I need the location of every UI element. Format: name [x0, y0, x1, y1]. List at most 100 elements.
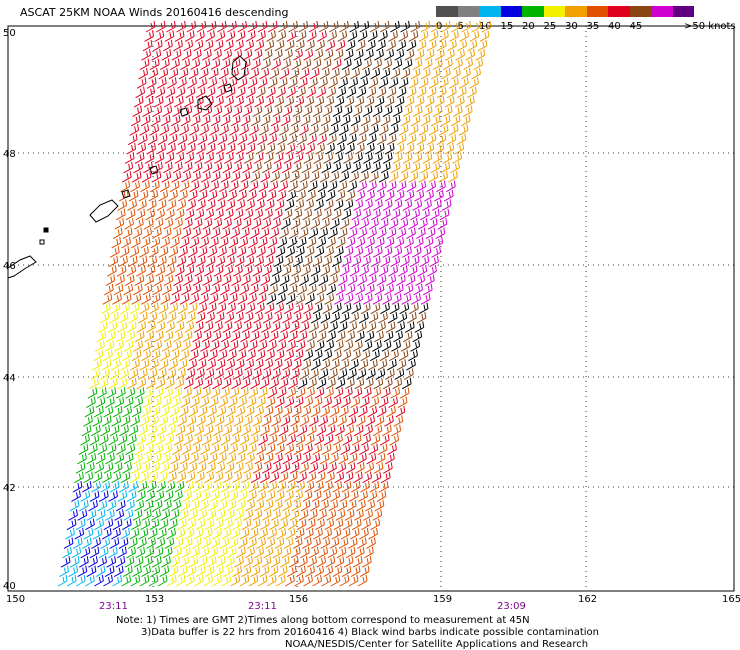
wind-barb — [163, 39, 173, 52]
wind-barb — [155, 321, 166, 333]
pass-time-label: 23:11 — [99, 601, 128, 612]
wind-barb — [293, 396, 304, 409]
wind-barb — [395, 321, 406, 333]
wind-barb — [224, 96, 234, 108]
wind-barb — [265, 396, 276, 409]
wind-barb — [192, 434, 203, 446]
wind-barb — [394, 236, 405, 249]
wind-barb — [334, 96, 345, 108]
wind-barb — [165, 86, 176, 99]
wind-barb — [204, 471, 215, 484]
wind-barb — [339, 171, 350, 183]
wind-barb — [182, 218, 193, 230]
wind-barb — [296, 30, 307, 42]
wind-barb — [414, 189, 425, 202]
wind-barb — [348, 574, 359, 587]
wind-barb — [335, 424, 345, 437]
wind-barb — [283, 537, 294, 549]
wind-barb — [388, 77, 399, 89]
wind-barb — [405, 274, 416, 286]
wind-barb — [262, 312, 273, 324]
wind-barb — [430, 67, 441, 80]
wind-barb — [152, 283, 163, 296]
wind-barb — [199, 124, 209, 136]
wind-barb — [85, 574, 95, 587]
wind-barb — [398, 349, 409, 362]
wind-barb — [308, 20, 319, 33]
wind-barb — [233, 265, 243, 277]
wind-barb — [200, 227, 211, 240]
wind-barb — [340, 114, 351, 127]
wind-barb — [207, 349, 218, 362]
wind-barb — [248, 481, 259, 493]
wind-barb — [333, 518, 344, 531]
wind-barb — [202, 527, 213, 540]
wind-barb — [125, 499, 135, 512]
wind-barb — [146, 142, 156, 155]
wind-barb — [179, 349, 190, 362]
wind-barb — [164, 434, 175, 446]
wind-barb — [299, 321, 310, 333]
wind-barb — [277, 236, 288, 249]
wind-barb — [386, 227, 397, 240]
wind-barb — [406, 86, 417, 99]
wind-barb — [276, 293, 286, 305]
wind-barb — [189, 124, 199, 136]
wind-barb — [187, 133, 198, 146]
wind-barb — [137, 424, 148, 437]
wind-barb — [197, 246, 208, 258]
wind-barb — [387, 443, 397, 455]
wind-barb — [228, 180, 239, 193]
wind-barb — [208, 499, 219, 512]
wind-barb — [78, 499, 89, 512]
wind-barb — [325, 424, 336, 437]
lat-label: 44 — [3, 373, 16, 384]
wind-barb — [389, 349, 399, 362]
wind-barb — [306, 189, 316, 202]
wind-barb — [373, 462, 384, 474]
wind-barb — [136, 321, 147, 333]
wind-barb — [253, 208, 264, 221]
wind-barb — [309, 321, 319, 333]
wind-barb — [176, 199, 187, 211]
wind-barb — [208, 546, 219, 559]
wind-barb — [148, 67, 159, 80]
wind-barb — [280, 171, 290, 183]
wind-barb — [183, 377, 194, 390]
wind-barb — [248, 236, 258, 249]
wind-barb — [113, 565, 124, 578]
wind-barb — [230, 527, 241, 540]
wind-barb — [258, 481, 268, 493]
wind-barb — [191, 490, 202, 502]
wind-barb — [280, 462, 291, 474]
wind-barb — [374, 142, 385, 155]
wind-barb — [321, 574, 332, 587]
wind-barb — [391, 424, 402, 437]
wind-barb — [306, 424, 317, 437]
wind-barb — [284, 349, 294, 362]
wind-barb — [138, 67, 149, 80]
wind-barb — [316, 424, 327, 437]
wind-barb — [313, 527, 323, 540]
wind-barb — [198, 67, 209, 80]
wind-barb — [446, 86, 457, 99]
wind-barb — [111, 236, 122, 249]
wind-barb — [103, 283, 114, 296]
wind-barb — [412, 105, 423, 117]
wind-barb — [151, 509, 161, 521]
wind-barb — [179, 124, 189, 136]
wind-barb — [257, 20, 268, 33]
wind-barb — [300, 114, 311, 127]
wind-barb — [415, 227, 426, 240]
wind-barb — [201, 330, 212, 343]
wind-barb — [130, 114, 141, 127]
wind-barb — [335, 377, 346, 390]
wind-barb — [164, 377, 175, 390]
wind-barb — [376, 490, 387, 502]
wind-barb — [310, 312, 321, 324]
wind-barb — [166, 368, 177, 380]
wind-barb — [217, 20, 227, 33]
wind-barb — [222, 161, 233, 174]
wind-barb — [235, 302, 246, 315]
wind-barb — [141, 349, 151, 362]
